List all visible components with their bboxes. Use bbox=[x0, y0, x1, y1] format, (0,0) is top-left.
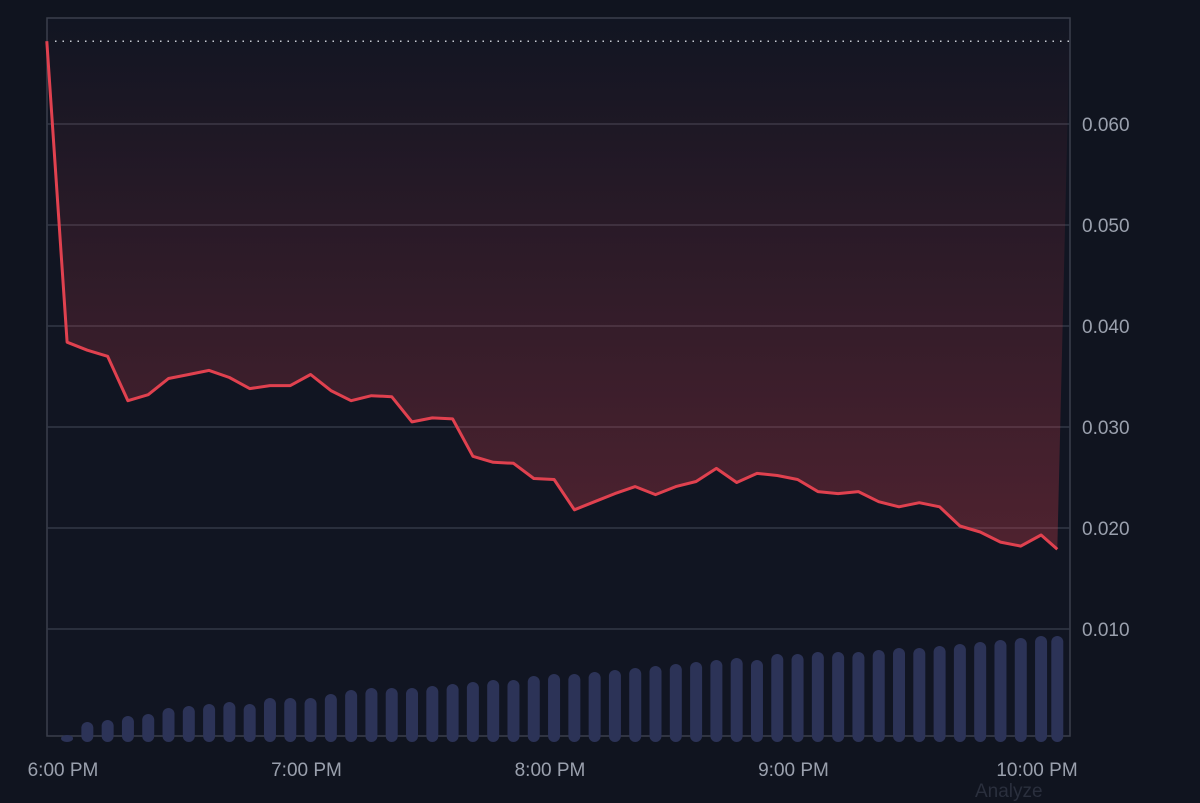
volume-bar bbox=[365, 688, 377, 742]
volume-bar bbox=[163, 708, 175, 742]
volume-bar bbox=[548, 674, 560, 742]
volume-bar bbox=[284, 698, 296, 742]
volume-bar bbox=[345, 690, 357, 742]
y-tick-label: 0.040 bbox=[1082, 317, 1130, 338]
volume-bar bbox=[710, 660, 722, 742]
volume-bar bbox=[142, 714, 154, 742]
volume-bar bbox=[771, 654, 783, 742]
volume-bar bbox=[690, 662, 702, 742]
volume-bar bbox=[873, 650, 885, 742]
volume-bar bbox=[974, 642, 986, 742]
x-tick-label: 7:00 PM bbox=[271, 760, 342, 781]
volume-bar bbox=[102, 720, 114, 742]
volume-bar bbox=[934, 646, 946, 742]
volume-bar bbox=[913, 648, 925, 742]
volume-bar bbox=[629, 668, 641, 742]
volume-bar bbox=[792, 654, 804, 742]
y-tick-label: 0.050 bbox=[1082, 216, 1130, 237]
volume-bar bbox=[325, 694, 337, 742]
volume-bar bbox=[305, 698, 317, 742]
volume-bar bbox=[264, 698, 276, 742]
volume-bar bbox=[1035, 636, 1047, 742]
volume-bar bbox=[122, 716, 134, 742]
volume-bar bbox=[568, 674, 580, 742]
volume-bar bbox=[609, 670, 621, 742]
volume-bar bbox=[244, 704, 256, 742]
volume-bar bbox=[528, 676, 540, 742]
volume-bar bbox=[589, 672, 601, 742]
volume-bar bbox=[507, 680, 519, 742]
volume-bar bbox=[670, 664, 682, 742]
x-tick-label: 10:00 PM bbox=[996, 760, 1077, 781]
y-tick-label: 0.060 bbox=[1082, 115, 1130, 136]
volume-bar bbox=[994, 640, 1006, 742]
volume-bar bbox=[426, 686, 438, 742]
x-tick-label: 6:00 PM bbox=[28, 760, 99, 781]
volume-bar bbox=[81, 722, 93, 742]
volume-bar bbox=[832, 652, 844, 742]
volume-bar bbox=[223, 702, 235, 742]
y-tick-label: 0.010 bbox=[1082, 620, 1130, 641]
volume-bar bbox=[812, 652, 824, 742]
volume-bar bbox=[467, 682, 479, 742]
volume-bar bbox=[1015, 638, 1027, 742]
x-tick-label: 9:00 PM bbox=[758, 760, 829, 781]
volume-bar bbox=[406, 688, 418, 742]
volume-bar bbox=[852, 652, 864, 742]
volume-bar bbox=[61, 735, 73, 742]
y-tick-label: 0.020 bbox=[1082, 519, 1130, 540]
volume-bar bbox=[731, 658, 743, 742]
y-tick-label: 0.030 bbox=[1082, 418, 1130, 439]
volume-bar bbox=[183, 706, 195, 742]
volume-bar bbox=[954, 644, 966, 742]
volume-bar bbox=[893, 648, 905, 742]
volume-bar bbox=[447, 684, 459, 742]
volume-bar bbox=[386, 688, 398, 742]
volume-bar bbox=[650, 666, 662, 742]
x-tick-label: 8:00 PM bbox=[515, 760, 586, 781]
volume-bar bbox=[751, 660, 763, 742]
volume-bar bbox=[487, 680, 499, 742]
volume-bar bbox=[1051, 636, 1063, 742]
volume-bar bbox=[203, 704, 215, 742]
